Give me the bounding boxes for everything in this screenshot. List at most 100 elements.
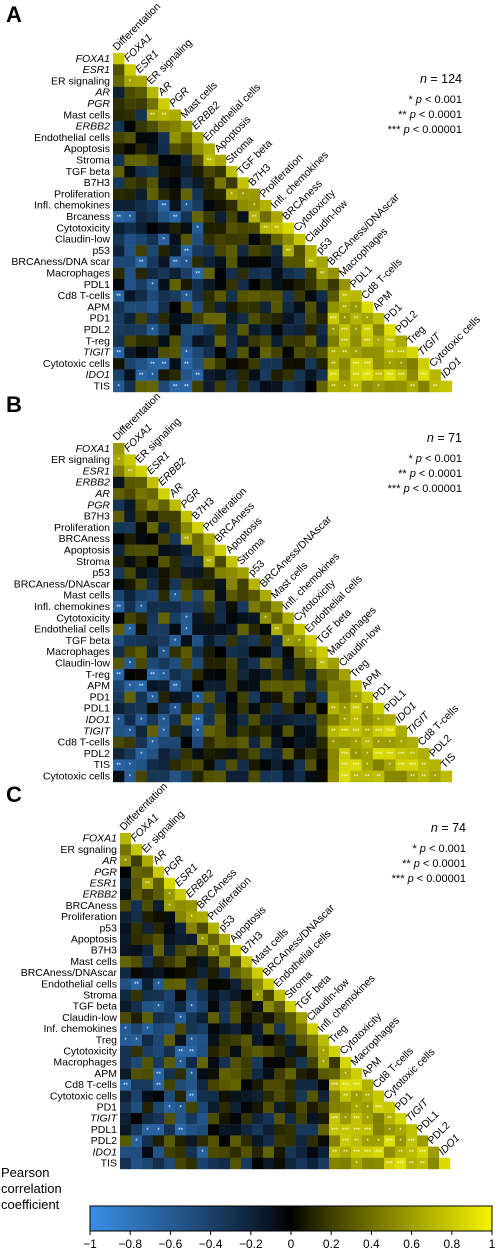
heatmap-cell <box>248 312 261 325</box>
significance-stars: * <box>190 915 193 921</box>
heatmap-cell <box>169 324 181 336</box>
heatmap-cell <box>282 635 294 647</box>
significance-stars: * <box>298 639 301 645</box>
heatmap-cell <box>282 646 294 658</box>
row-label: TIGIT <box>90 1113 118 1125</box>
heatmap-cell <box>203 279 215 291</box>
heatmap-cell <box>146 188 159 201</box>
heatmap-cell <box>175 1124 187 1136</box>
heatmap-cell <box>203 222 215 234</box>
heatmap-cell <box>395 369 407 381</box>
heatmap-cell <box>208 1146 220 1158</box>
heatmap-cell <box>340 1090 352 1102</box>
heatmap-cell <box>282 346 294 359</box>
heatmap-cell <box>131 889 143 901</box>
heatmap-cell <box>135 702 148 715</box>
significance-stars: *** <box>352 362 360 368</box>
heatmap-cell <box>296 1113 308 1125</box>
heatmap-cell <box>135 533 148 545</box>
heatmap-cell <box>158 256 170 268</box>
colorbar-tick-label: 1 <box>489 1237 496 1251</box>
heatmap-cell <box>361 714 374 726</box>
heatmap-cell <box>120 967 132 979</box>
heatmap-cell <box>180 612 193 624</box>
heatmap-cell <box>248 290 261 302</box>
row-label: Mast cells <box>63 590 110 602</box>
row-label: PD1 <box>90 313 111 325</box>
heatmap-cell <box>429 380 441 393</box>
row-label: Apoptosis <box>64 143 110 155</box>
heatmap-cell <box>169 578 181 591</box>
heatmap-cell <box>327 714 340 726</box>
heatmap-cell <box>142 1001 154 1013</box>
heatmap-cell <box>307 1101 319 1114</box>
heatmap-cell <box>135 301 148 314</box>
heatmap-cell <box>305 702 317 715</box>
heatmap-cell <box>263 1001 275 1013</box>
heatmap-cell <box>327 759 340 771</box>
row-label: ERBB2 <box>76 121 111 133</box>
heatmap-cell <box>146 98 159 110</box>
heatmap-cell <box>340 1068 352 1080</box>
heatmap-cell <box>142 1079 154 1091</box>
heatmap-cell <box>131 866 143 878</box>
heatmap-cell <box>395 380 407 393</box>
heatmap-cell <box>230 1057 242 1069</box>
heatmap-panel-b: B********** ** ** * *** * ** ** **** ** ** ** *** * **… <box>6 390 462 782</box>
row-label: Cytotoxic cells <box>43 358 110 370</box>
heatmap-cell <box>384 736 396 749</box>
colorbar-gradient <box>89 1205 493 1232</box>
heatmap-cell <box>124 589 136 602</box>
heatmap-cell <box>327 335 340 347</box>
significance-stars: *** <box>386 1139 394 1145</box>
heatmap-cell <box>120 1146 132 1158</box>
significance-stars: * <box>185 616 188 622</box>
heatmap-cell <box>124 725 136 737</box>
heatmap-cell <box>350 324 362 336</box>
heatmap-cell <box>169 657 181 670</box>
row-label: PGR <box>87 98 110 110</box>
row-label: Endothelial cells <box>41 978 117 990</box>
significance-stars: * <box>343 384 346 390</box>
heatmap-cell <box>124 188 136 201</box>
heatmap-cell <box>158 324 170 336</box>
heatmap-cell <box>395 1113 407 1125</box>
heatmap-cell <box>439 1157 451 1170</box>
heatmap-cell <box>318 1034 330 1046</box>
heatmap-cell <box>226 233 238 246</box>
heatmap-cell <box>158 222 170 234</box>
heatmap-cell <box>158 533 170 545</box>
heatmap-cell <box>175 1101 187 1114</box>
heatmap-cell <box>203 380 215 393</box>
significance-stars: *** <box>364 328 372 334</box>
heatmap-cell <box>169 177 181 189</box>
heatmap-cell <box>329 1135 341 1147</box>
heatmap-cell <box>113 589 125 602</box>
significance-stars: * <box>253 204 256 210</box>
heatmap-cell <box>192 132 204 144</box>
significance-stars: ** <box>128 469 133 475</box>
heatmap-cell <box>282 222 294 234</box>
significance-stars: *** <box>341 339 349 345</box>
heatmap-cell <box>305 748 317 760</box>
heatmap-cell <box>169 279 181 291</box>
heatmap-cell <box>293 623 306 636</box>
heatmap-cell <box>169 132 181 144</box>
heatmap-cell <box>327 770 340 783</box>
heatmap-cell <box>146 358 159 370</box>
heatmap-cell <box>271 211 283 223</box>
heatmap-cell <box>135 476 148 489</box>
heatmap-cell <box>230 1079 242 1091</box>
heatmap-cell <box>120 956 132 968</box>
significance-stars: ** <box>123 1083 128 1089</box>
heatmap-cell <box>164 1079 176 1091</box>
heatmap-cell <box>428 1157 440 1170</box>
heatmap-cell <box>135 199 148 212</box>
heatmap-cell <box>124 301 136 314</box>
heatmap-cell <box>146 245 159 257</box>
heatmap-cell <box>113 301 125 314</box>
heatmap-cell <box>259 335 272 347</box>
heatmap-cell <box>305 380 317 393</box>
heatmap-cell <box>142 1157 154 1170</box>
heatmap-cell <box>192 657 204 670</box>
